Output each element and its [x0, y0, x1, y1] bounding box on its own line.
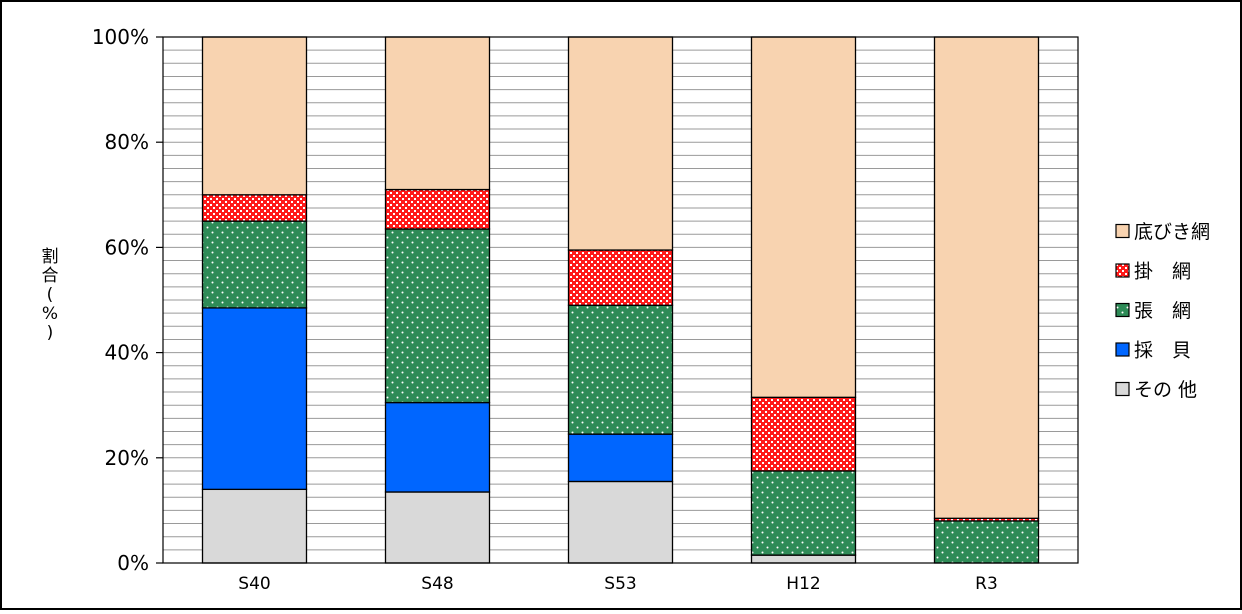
- bar-segment: [750, 396, 857, 472]
- bar-segment: [201, 36, 308, 196]
- bar-segment: [750, 470, 857, 556]
- bar-segment: [567, 304, 674, 435]
- bar-segment: [567, 249, 674, 306]
- y-tick-label: 100%: [92, 25, 149, 49]
- y-tick-label: 0%: [117, 551, 149, 575]
- bar-segment: [384, 491, 491, 564]
- y-tick-label: 80%: [105, 130, 149, 154]
- legend-label: 張 網: [1134, 300, 1191, 322]
- x-tick-label: H12: [786, 574, 820, 594]
- bar-segment: [201, 220, 308, 309]
- legend-label: その 他: [1134, 379, 1197, 401]
- bar-segment: [384, 188, 491, 230]
- bar-segment: [201, 194, 308, 222]
- bar-segment: [384, 36, 491, 191]
- legend-label: 採 貝: [1134, 340, 1191, 362]
- bar-segment: [567, 36, 674, 251]
- bar-segment: [933, 36, 1040, 519]
- x-tick-label: S40: [238, 574, 270, 594]
- y-tick-label: 60%: [105, 235, 149, 259]
- y-tick-label: 20%: [105, 446, 149, 470]
- axis-layer: 0% 20% 40% 60% 80% 100% S40 S48 S53 H12 R3: [92, 25, 1079, 594]
- bar-segment: [750, 554, 857, 564]
- x-tick-label: S48: [421, 574, 453, 594]
- legend-label: 掛 網: [1134, 261, 1191, 283]
- bar-segment: [201, 488, 308, 564]
- bar-segment: [567, 433, 674, 483]
- x-tick-label: R3: [975, 574, 998, 594]
- bar-segment: [750, 36, 857, 398]
- plot-frame: [162, 36, 1079, 564]
- x-tick-label: S53: [604, 574, 636, 594]
- y-tick-label: 40%: [105, 341, 149, 365]
- bar-segment: [933, 520, 1040, 564]
- legend-swatch: [1115, 302, 1130, 318]
- bar-segment: [567, 480, 674, 564]
- bar-segment: [384, 228, 491, 404]
- legend-label: 底びき網: [1134, 221, 1210, 243]
- legend-swatch: [1115, 263, 1130, 278]
- legend-swatch: [1115, 223, 1130, 239]
- bar-segment: [201, 307, 308, 491]
- legend-swatch: [1115, 381, 1130, 397]
- legend-swatch: [1115, 342, 1130, 357]
- bar-segment: [384, 401, 491, 493]
- y-axis-title: 割合(%): [42, 247, 59, 343]
